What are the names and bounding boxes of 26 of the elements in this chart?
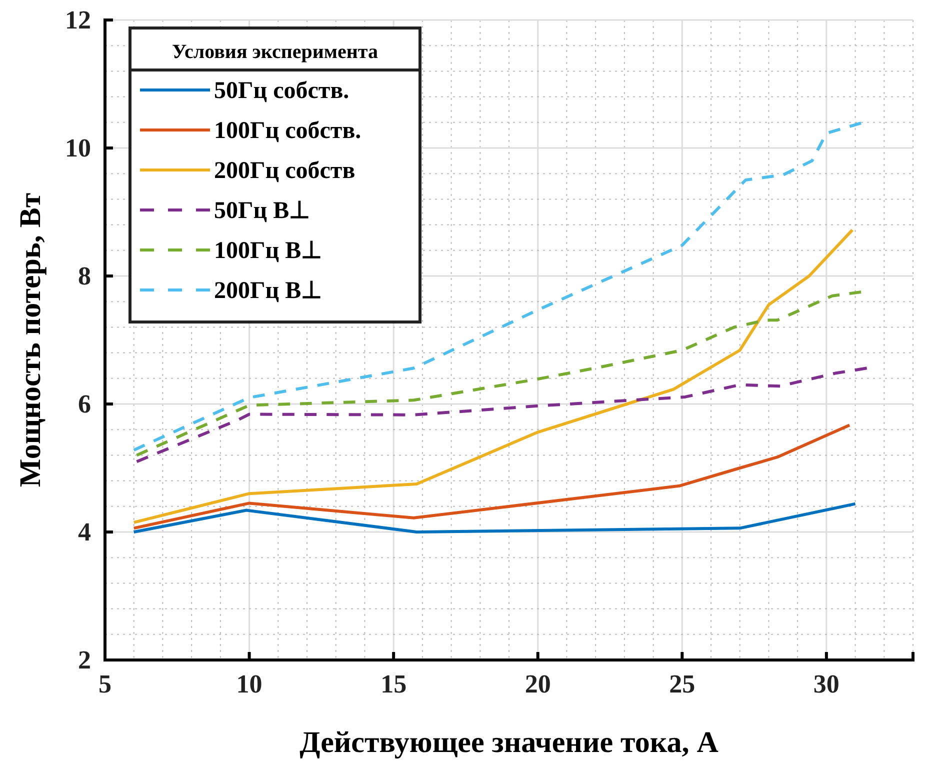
line-series — [132, 122, 863, 452]
x-tick-label: 10 — [236, 669, 262, 698]
y-tick-label: 6 — [78, 389, 91, 418]
y-tick-label: 8 — [78, 261, 91, 290]
x-tick-label: 5 — [98, 669, 112, 698]
x-axis-title: Действующее значение тока, А — [300, 726, 719, 759]
y-tick-label: 2 — [78, 645, 91, 674]
x-tick-label: 30 — [813, 669, 840, 698]
legend-label: 200Гц собств — [214, 158, 356, 184]
y-tick-label: 10 — [65, 133, 91, 162]
line-series — [132, 502, 857, 534]
x-tick-label: 15 — [380, 669, 407, 698]
x-tick-label: 25 — [669, 669, 696, 698]
legend-label: 200Гц B⊥ — [214, 278, 322, 304]
legend-label: 50Гц собств. — [214, 78, 350, 104]
legend-label: 100Гц собств. — [214, 118, 362, 144]
legend-label: 50Гц B⊥ — [214, 198, 310, 224]
line-series — [132, 424, 852, 530]
line-series — [132, 228, 854, 524]
y-axis-title: Мощность потерь, Вт — [14, 192, 47, 488]
line-series — [135, 366, 868, 464]
y-tick-label: 12 — [65, 5, 91, 34]
legend-title: Условия эксперимента — [172, 41, 378, 63]
legend-label: 100Гц B⊥ — [214, 238, 322, 264]
x-tick-label: 20 — [524, 669, 551, 698]
y-tick-label: 4 — [78, 517, 91, 546]
